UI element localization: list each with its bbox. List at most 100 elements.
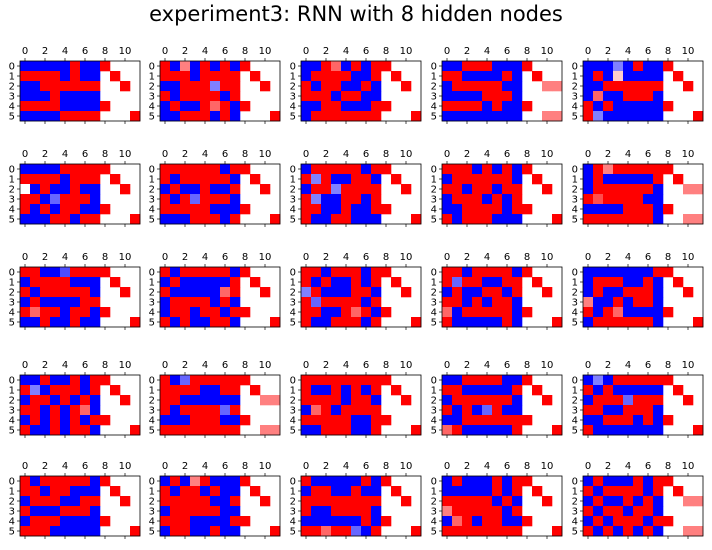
heatmap-cell: [321, 307, 332, 318]
heatmap-cell: [462, 81, 473, 92]
heatmap-cell: [220, 297, 231, 308]
heatmap-cell: [502, 164, 513, 175]
heatmap-cell: [200, 486, 211, 497]
x-tick-label: 2: [605, 461, 611, 472]
heatmap-cell: [50, 317, 61, 328]
heatmap-cell: [492, 506, 503, 517]
heatmap-cell: [90, 81, 101, 92]
heatmap-cell: [180, 174, 191, 185]
axes-frame: [159, 374, 281, 436]
heatmap-cell: [442, 184, 453, 195]
heatmap-cell: [351, 61, 362, 72]
heatmap-cell: [311, 496, 322, 507]
heatmap-cell: [452, 375, 463, 386]
heatmap-cell: [321, 91, 332, 102]
heatmap-cell: [593, 194, 604, 205]
heatmap-cell: [693, 526, 704, 537]
y-tick-label: 2: [290, 82, 296, 93]
heatmap-cell: [442, 526, 453, 537]
y-tick-label: 5: [290, 426, 296, 437]
heatmap-cell: [321, 277, 332, 288]
heatmap-cell: [190, 395, 201, 406]
heatmap-cell: [391, 385, 402, 396]
heatmap-cell: [482, 164, 493, 175]
heatmap-cell: [633, 81, 644, 92]
x-tick-label: 10: [682, 252, 695, 263]
y-tick-label: 0: [290, 376, 296, 387]
heatmap-cell: [40, 81, 51, 92]
heatmap-cell: [40, 61, 51, 72]
heatmap-cell: [653, 287, 664, 298]
heatmap-cell: [442, 174, 453, 185]
y-tick-label: 2: [572, 185, 578, 196]
y-tick-label: 4: [149, 308, 155, 319]
x-tick-label: 6: [222, 461, 228, 472]
heatmap-cell: [190, 307, 201, 318]
heatmap-cell: [321, 214, 332, 225]
heatmap-cell: [613, 111, 624, 122]
heatmap-cell: [472, 297, 483, 308]
heatmap-cell: [381, 476, 392, 487]
heatmap-cell: [190, 184, 201, 195]
heatmap-cell: [80, 277, 91, 288]
x-tick-label: 8: [665, 252, 671, 263]
y-tick-label: 2: [9, 82, 15, 93]
heatmap-cell: [180, 486, 191, 497]
heatmap-cell: [230, 184, 241, 195]
heatmap-cell: [331, 385, 342, 396]
heatmap-cell: [60, 164, 71, 175]
heatmap-cell: [60, 496, 71, 507]
axes-frame: [441, 266, 563, 328]
heatmap-cell: [50, 526, 61, 537]
heatmap-cell: [20, 297, 31, 308]
x-tick-label: 10: [682, 461, 695, 472]
heatmap-cell: [70, 317, 81, 328]
heatmap-cell: [512, 506, 523, 517]
heatmap-cell: [210, 174, 221, 185]
heatmap-cell: [643, 385, 654, 396]
heatmap-cell: [220, 506, 231, 517]
heatmap-cell: [20, 307, 31, 318]
heatmap-cell: [301, 415, 312, 426]
axes-frame: [300, 374, 422, 436]
heatmap-cell: [311, 516, 322, 527]
axes-frame: [19, 60, 141, 122]
heatmap-cell: [200, 395, 211, 406]
x-tick-label: 8: [524, 252, 530, 263]
y-tick-label: 4: [572, 517, 578, 528]
heatmap-cell: [80, 204, 91, 215]
heatmap-cell: [130, 425, 141, 436]
heatmap-cell: [633, 516, 644, 527]
heatmap-cell: [90, 385, 101, 396]
axes-frame: [300, 266, 422, 328]
heatmap-cell: [210, 476, 221, 487]
heatmap-cell: [80, 486, 91, 497]
heatmap-cell: [50, 194, 61, 205]
heatmap-cell: [391, 486, 402, 497]
heatmap-cell: [643, 526, 654, 537]
heatmap-cell: [613, 395, 624, 406]
heatmap-cell: [653, 395, 664, 406]
heatmap-cell: [482, 375, 493, 386]
heatmap-cell: [240, 415, 251, 426]
heatmap-cell: [60, 111, 71, 122]
heatmap-cell: [90, 415, 101, 426]
heatmap-cell: [60, 214, 71, 225]
heatmap-cell: [603, 111, 614, 122]
heatmap-cell: [321, 287, 332, 298]
heatmap-cell: [220, 476, 231, 487]
heatmap-cell: [200, 317, 211, 328]
heatmap-cell: [180, 317, 191, 328]
y-tick-label: 0: [572, 165, 578, 176]
x-tick-label: 10: [541, 46, 554, 57]
heatmap-cell: [110, 486, 121, 497]
heatmap-cell: [160, 496, 171, 507]
heatmap-cell: [80, 375, 91, 386]
heatmap-cell: [532, 174, 543, 185]
x-tick-label: 0: [162, 149, 168, 160]
heatmap-cell: [462, 111, 473, 122]
heatmap-cell: [20, 506, 31, 517]
heatmap-cell: [301, 81, 312, 92]
heatmap-cell: [220, 61, 231, 72]
